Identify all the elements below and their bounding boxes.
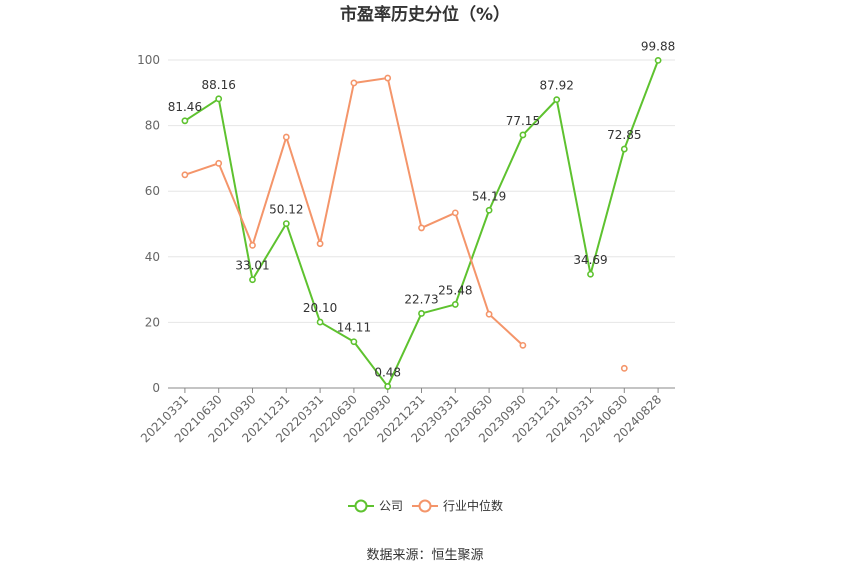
company-data-label: 50.12: [269, 203, 303, 217]
company-data-label: 88.16: [202, 78, 236, 92]
company-data-label: 99.88: [641, 39, 675, 53]
company-data-label: 14.11: [337, 321, 371, 335]
industry-median-point: [316, 240, 324, 248]
company-data-label: 87.92: [540, 79, 574, 93]
legend-industry-label: 行业中位数: [443, 498, 503, 513]
legend-industry-marker: [418, 499, 432, 513]
company-point: [384, 383, 392, 390]
series-group: [181, 56, 662, 390]
industry-median-point: [451, 209, 459, 217]
company-data-label: 72.85: [607, 128, 641, 142]
legend-item-company[interactable]: 公司: [348, 499, 403, 513]
y-axis-ticks: 0 20 40 60 80 100: [137, 53, 160, 395]
legend-company-label: 公司: [379, 499, 403, 513]
company-point: [181, 117, 189, 125]
company-point: [620, 145, 628, 153]
legend-item-industry-median[interactable]: 行业中位数: [412, 498, 503, 513]
company-data-label: 33.01: [235, 259, 269, 273]
source-note: 数据来源：恒生聚源: [366, 548, 483, 563]
company-point: [316, 318, 324, 326]
company-data-label: 34.69: [573, 253, 607, 267]
chart-title: 市盈率历史分位（%）: [340, 4, 510, 25]
company-point: [350, 338, 358, 346]
y-tick-label: 60: [145, 184, 160, 198]
company-point: [215, 95, 223, 103]
industry-median-point: [181, 171, 189, 179]
y-tick-label: 20: [145, 315, 160, 329]
industry-median-point: [282, 133, 290, 141]
company-point: [654, 56, 662, 64]
company-point: [485, 206, 493, 214]
company-point: [587, 270, 594, 278]
company-point: [249, 276, 256, 284]
industry-median-point: [485, 310, 493, 318]
company-data-label: 77.15: [506, 114, 540, 128]
company-data-label: 54.19: [472, 189, 506, 203]
industry-median-point: [384, 74, 392, 82]
company-point: [519, 131, 527, 139]
company-point: [451, 301, 459, 308]
company-data-label: 81.46: [168, 100, 202, 114]
company-point: [553, 96, 561, 104]
company-point: [418, 310, 425, 317]
industry-median-point: [519, 341, 527, 349]
legend-company-marker: [354, 499, 368, 513]
company-data-label: 22.73: [404, 292, 438, 306]
y-tick-label: 40: [145, 250, 160, 264]
industry-median-point: [418, 224, 425, 232]
legend: 公司 行业中位数: [348, 498, 503, 513]
company-point: [282, 220, 290, 228]
company-data-label: 25.48: [438, 283, 472, 297]
x-axis-ticks: 2021033120210630202109302021123120220331…: [138, 388, 664, 445]
industry-median-point: [249, 241, 256, 249]
grid-lines: [168, 59, 675, 323]
y-tick-label: 80: [145, 119, 160, 133]
industry-median-point: [215, 159, 223, 167]
y-tick-label: 0: [152, 381, 160, 395]
company-data-label: 20.10: [303, 301, 337, 315]
company-data-label: 0.48: [374, 365, 401, 379]
y-tick-label: 100: [137, 53, 160, 67]
industry-median-point: [620, 364, 628, 372]
industry-median-point: [350, 79, 358, 87]
industry-median-series-line: [184, 77, 524, 347]
